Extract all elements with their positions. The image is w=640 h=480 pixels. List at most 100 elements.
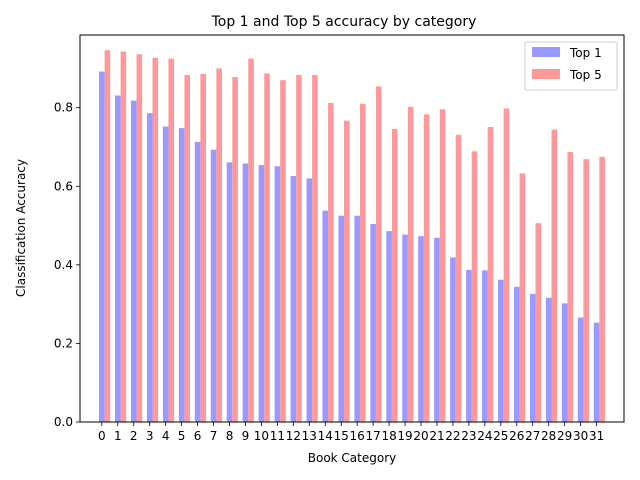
bar-top1-2 — [130, 100, 137, 423]
y-axis-label: Classification Accuracy — [14, 159, 28, 297]
x-tick-label: 11 — [270, 429, 285, 443]
bar-top1-17 — [370, 223, 376, 422]
bar-top1-16 — [354, 215, 360, 422]
y-tick-label: 0.2 — [54, 336, 73, 350]
bar-top5-17 — [375, 86, 382, 422]
bar-top1-29 — [561, 303, 568, 422]
bar-top5-8 — [232, 77, 238, 422]
bar-top5-29 — [567, 152, 574, 422]
bar-top1-21 — [434, 237, 440, 422]
bar-top5-28 — [551, 129, 558, 422]
x-tick-label: 4 — [162, 429, 170, 443]
x-tick-label: 31 — [589, 429, 604, 443]
bar-top1-9 — [242, 163, 249, 423]
bar-top1-30 — [577, 317, 584, 422]
bar-top1-19 — [402, 234, 408, 422]
plot-frame — [79, 34, 625, 423]
x-tick-label: 28 — [541, 429, 556, 443]
legend-swatch-top5 — [532, 69, 560, 79]
y-tick-label: 0.6 — [54, 179, 73, 193]
x-tick-label: 13 — [302, 429, 317, 443]
y-tick-label: 0.8 — [54, 101, 73, 115]
x-tick-label: 15 — [334, 429, 349, 443]
x-tick-label: 20 — [413, 429, 428, 443]
bar-top5-0 — [104, 50, 111, 422]
bar-top5-11 — [280, 80, 286, 423]
bar-top5-1 — [120, 51, 127, 422]
x-tick-label: 9 — [242, 429, 250, 443]
x-tick-label: 5 — [178, 429, 186, 443]
x-tick-label: 7 — [210, 429, 218, 443]
bar-top1-4 — [162, 126, 169, 422]
x-tick-label: 2 — [130, 429, 138, 443]
x-tick-label: 23 — [461, 429, 476, 443]
bar-top1-3 — [146, 113, 153, 422]
bar-top5-31 — [599, 156, 605, 423]
bar-top5-14 — [328, 102, 334, 422]
bar-top5-21 — [439, 109, 446, 422]
x-axis-label: Book Category — [308, 451, 397, 465]
bar-top5-24 — [487, 126, 494, 422]
x-tick-label: 25 — [493, 429, 508, 443]
bar-top1-7 — [210, 149, 217, 422]
bar-top1-12 — [290, 176, 297, 422]
bar-top1-10 — [258, 165, 265, 423]
x-tick-label: 19 — [397, 429, 412, 443]
x-tick-label: 8 — [226, 429, 234, 443]
x-tick-label: 6 — [194, 429, 202, 443]
x-tick-label: 17 — [366, 429, 381, 443]
x-tick-label: 26 — [509, 429, 524, 443]
bar-top1-20 — [418, 236, 424, 422]
bar-top5-23 — [471, 151, 478, 423]
bar-top5-13 — [312, 75, 318, 422]
x-tick-label: 10 — [254, 429, 269, 443]
legend: Top 1 Top 5 — [524, 41, 618, 91]
bar-top1-28 — [545, 297, 552, 422]
bar-top5-12 — [296, 75, 302, 422]
x-tick-label: 14 — [318, 429, 333, 443]
bar-top1-0 — [99, 71, 105, 422]
bar-top5-10 — [264, 73, 270, 422]
bar-top5-9 — [248, 58, 254, 422]
bar-top5-5 — [184, 75, 191, 422]
bar-top1-14 — [322, 210, 329, 422]
bar-top5-15 — [344, 120, 350, 423]
bar-top5-20 — [423, 114, 430, 423]
x-tick-label: 29 — [557, 429, 572, 443]
x-tick-label: 18 — [381, 429, 396, 443]
bar-top5-18 — [391, 128, 398, 422]
x-tick-label: 21 — [429, 429, 444, 443]
bar-top1-8 — [226, 162, 233, 423]
x-tick-label: 24 — [477, 429, 492, 443]
x-tick-label: 30 — [573, 429, 588, 443]
bar-top1-18 — [386, 231, 392, 422]
x-tick-label: 1 — [114, 429, 122, 443]
bar-top1-27 — [529, 293, 536, 422]
bar-top5-30 — [583, 159, 589, 422]
bar-top1-22 — [450, 257, 456, 422]
bar-top1-1 — [115, 95, 121, 422]
bar-top1-11 — [274, 166, 281, 422]
legend-label-top5: Top 5 — [569, 68, 602, 82]
bar-top5-19 — [407, 106, 414, 423]
x-tick-label: 12 — [286, 429, 301, 443]
bar-top5-3 — [152, 57, 159, 422]
bar-top5-16 — [359, 103, 366, 422]
bar-top5-2 — [136, 54, 143, 422]
x-tick-label: 22 — [445, 429, 460, 443]
bar-top5-7 — [216, 68, 222, 423]
bar-top5-26 — [519, 173, 526, 422]
bar-top1-5 — [178, 128, 185, 422]
legend-label-top1: Top 1 — [569, 46, 602, 60]
x-tick-label: 16 — [350, 429, 365, 443]
chart-title: Top 1 and Top 5 accuracy by category — [211, 14, 477, 30]
x-tick-label: 3 — [146, 429, 154, 443]
x-tick-label: 0 — [98, 429, 106, 443]
bar-top5-22 — [455, 134, 462, 423]
y-tick-label: 0.4 — [54, 258, 73, 272]
bar-top5-27 — [535, 223, 542, 422]
bar-top5-4 — [168, 58, 175, 422]
bar-top1-24 — [482, 270, 488, 422]
bar-top1-26 — [513, 286, 520, 422]
